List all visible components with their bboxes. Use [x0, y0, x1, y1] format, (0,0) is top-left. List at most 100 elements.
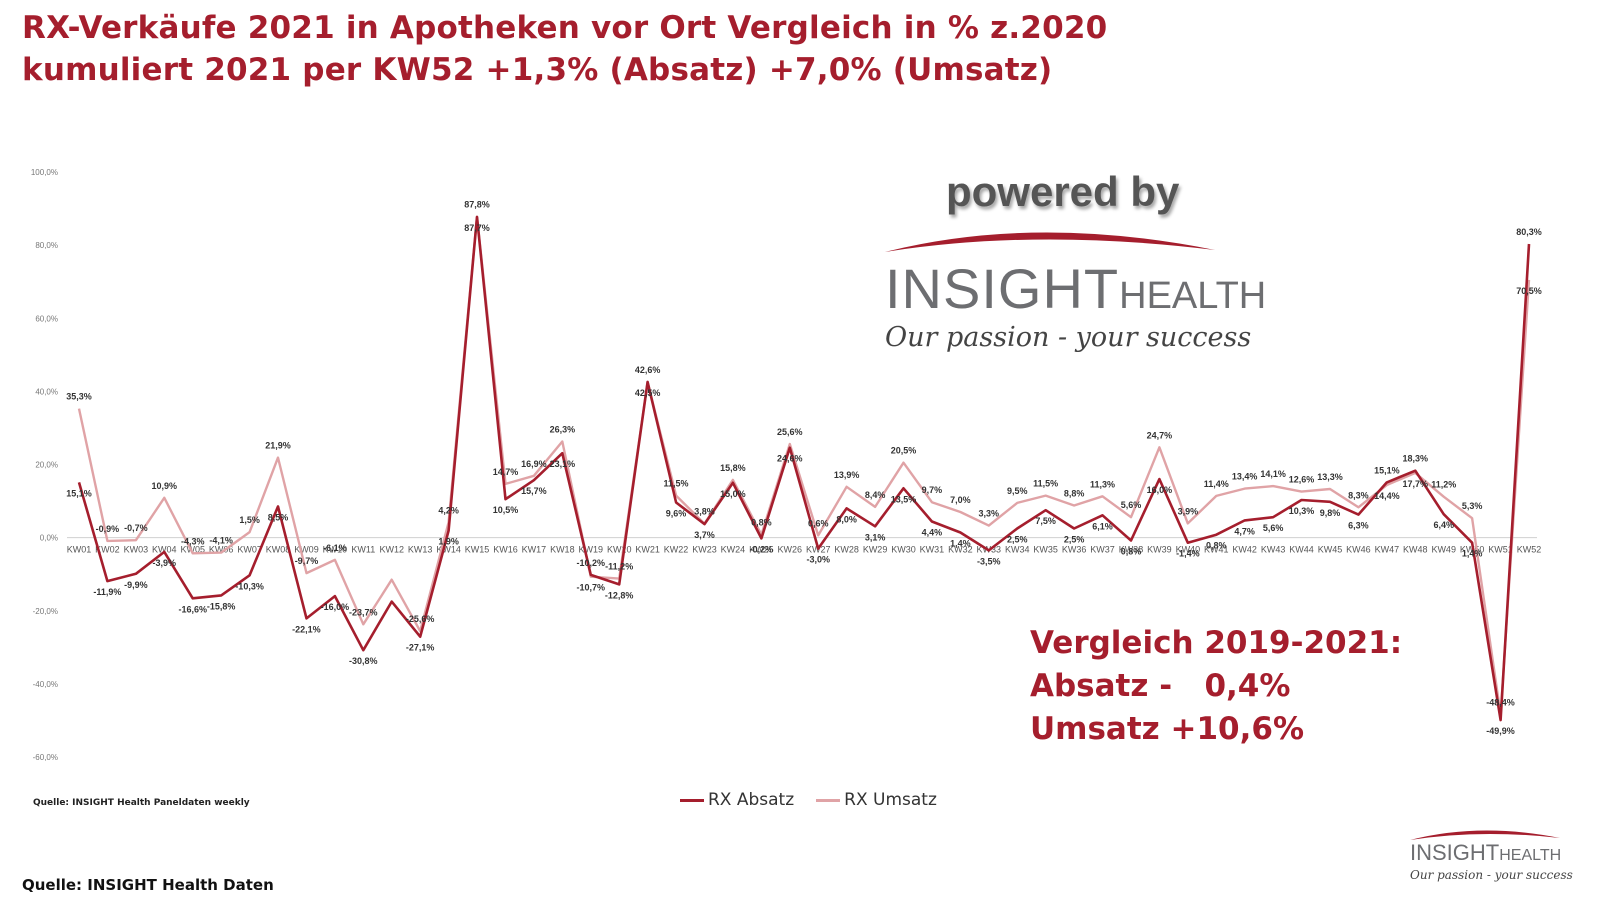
- data-label-absatz: 15,1%: [1374, 465, 1400, 475]
- logo-tagline: Our passion - your success: [885, 322, 1252, 353]
- data-label-absatz: 4,7%: [1234, 526, 1255, 536]
- data-label-umsatz: 21,9%: [265, 441, 291, 451]
- slide-source-note: Quelle: INSIGHT Health Daten: [22, 876, 274, 894]
- y-tick-label: 60,0%: [35, 314, 58, 323]
- data-label-absatz: -12,8%: [605, 590, 634, 600]
- data-label-umsatz: 3,8%: [694, 507, 715, 517]
- data-label-umsatz: 8,8%: [1064, 488, 1085, 498]
- legend-label-absatz: RX Absatz: [708, 790, 795, 810]
- series-line-absatz: [77, 215, 1531, 722]
- comparison-umsatz: Umsatz +10,6%: [1030, 711, 1305, 747]
- x-tick-label: KW40: [1176, 545, 1201, 555]
- x-tick-label: KW18: [550, 545, 575, 555]
- data-label-umsatz: 14,1%: [1260, 469, 1286, 479]
- x-tick-label: KW52: [1517, 545, 1542, 555]
- data-label-absatz: -16,0%: [321, 602, 350, 612]
- data-label-umsatz: 15,8%: [720, 463, 746, 473]
- data-label-absatz: 80,3%: [1516, 227, 1542, 237]
- x-tick-label: KW24: [721, 545, 746, 555]
- data-label-absatz: -11,9%: [93, 587, 121, 597]
- data-label-absatz: -49,9%: [1486, 726, 1515, 736]
- x-tick-label: KW38: [1119, 545, 1144, 555]
- data-label-umsatz: 3,9%: [1178, 506, 1199, 516]
- data-label-umsatz: -6,1%: [323, 543, 347, 553]
- chart-title-line2: kumuliert 2021 per KW52 +1,3% (Absatz) +…: [22, 52, 1053, 88]
- data-label-umsatz: -25,6%: [406, 614, 435, 624]
- x-tick-label: KW19: [579, 545, 604, 555]
- x-tick-label: KW20: [607, 545, 632, 555]
- y-tick-label: -40,0%: [33, 680, 58, 689]
- comparison-absatz: Absatz - 0,4%: [1030, 668, 1291, 704]
- x-tick-label: KW30: [891, 545, 916, 555]
- data-label-absatz: -1,4%: [1176, 549, 1200, 559]
- data-label-absatz: 3,7%: [694, 530, 715, 540]
- x-tick-label: KW34: [1005, 545, 1030, 555]
- data-label-absatz: 6,1%: [1092, 521, 1113, 531]
- data-label-umsatz: 11,4%: [1204, 479, 1229, 489]
- chart-legend: RX Absatz RX Umsatz: [680, 790, 937, 810]
- series-line-umsatz: [77, 215, 1531, 716]
- data-label-absatz: 9,6%: [666, 509, 687, 519]
- data-label-umsatz: 26,3%: [550, 424, 576, 434]
- data-label-absatz: -3,9%: [153, 558, 177, 568]
- x-tick-label: KW17: [522, 545, 547, 555]
- data-label-absatz: 18,3%: [1403, 454, 1429, 464]
- x-tick-label: KW39: [1147, 545, 1172, 555]
- comparison-heading: Vergleich 2019-2021:: [1030, 625, 1403, 661]
- data-label-umsatz: 8,3%: [1348, 490, 1369, 500]
- data-label-umsatz: 9,5%: [1007, 486, 1028, 496]
- x-tick-label: KW06: [209, 545, 234, 555]
- x-tick-label: KW44: [1289, 545, 1314, 555]
- data-label-absatz: 8,0%: [836, 514, 857, 524]
- data-label-umsatz: -11,2%: [605, 562, 633, 572]
- data-label-umsatz: 13,9%: [834, 470, 860, 480]
- data-label-absatz: 3,1%: [865, 532, 886, 542]
- x-tick-label: KW45: [1318, 545, 1343, 555]
- x-tick-label: KW47: [1375, 545, 1400, 555]
- x-tick-label: KW21: [635, 545, 660, 555]
- data-label-umsatz: -0,7%: [124, 523, 148, 533]
- data-label-absatz: 13,5%: [891, 494, 917, 504]
- legend-swatch-absatz: [680, 798, 704, 802]
- data-label-umsatz: -4,3%: [181, 536, 205, 546]
- data-label-umsatz: 16,9%: [521, 459, 547, 469]
- data-label-umsatz: 11,5%: [664, 479, 689, 489]
- data-label-absatz: 6,4%: [1433, 520, 1454, 530]
- data-label-absatz: 9,8%: [1320, 508, 1341, 518]
- y-tick-label: -60,0%: [33, 753, 58, 762]
- data-label-umsatz: 24,7%: [1147, 430, 1173, 440]
- x-tick-label: KW28: [834, 545, 859, 555]
- x-tick-label: KW04: [152, 545, 177, 555]
- data-label-umsatz: 35,3%: [66, 392, 92, 402]
- x-tick-label: KW48: [1403, 545, 1428, 555]
- data-label-absatz: 23,1%: [550, 459, 576, 469]
- data-label-absatz: 1,4%: [1462, 549, 1483, 559]
- data-label-absatz: 15,7%: [521, 486, 547, 496]
- logo-word-insight: INSIGHT: [885, 257, 1120, 320]
- data-label-umsatz: 0,6%: [808, 518, 829, 528]
- x-tick-label: KW25: [749, 545, 774, 555]
- y-tick-label: 80,0%: [35, 241, 58, 250]
- data-label-umsatz: -4,1%: [209, 536, 233, 546]
- data-label-absatz: 10,3%: [1289, 506, 1315, 516]
- x-tick-label: KW08: [266, 545, 291, 555]
- logo-small-wordmark: INSIGHTHEALTH: [1410, 840, 1561, 866]
- logo-small-word-health: HEALTH: [1499, 847, 1562, 864]
- x-tick-label: KW37: [1090, 545, 1115, 555]
- logo-swoosh-small-icon: [1410, 830, 1560, 840]
- data-label-umsatz: 13,3%: [1317, 472, 1343, 482]
- x-tick-label: KW41: [1204, 545, 1229, 555]
- data-label-umsatz: 12,6%: [1289, 475, 1315, 485]
- data-label-umsatz: -23,7%: [349, 607, 378, 617]
- x-tick-label: KW12: [379, 545, 404, 555]
- data-label-absatz: -0,2%: [750, 544, 774, 554]
- legend-item-absatz: RX Absatz: [680, 790, 794, 810]
- logo-word-health: HEALTH: [1119, 275, 1267, 317]
- data-label-absatz: -10,3%: [235, 581, 264, 591]
- data-label-umsatz: 3,3%: [979, 509, 1000, 519]
- data-label-absatz: -9,9%: [124, 580, 148, 590]
- data-label-umsatz: 5,3%: [1462, 501, 1483, 511]
- powered-by-label: powered by: [946, 168, 1180, 215]
- x-tick-label: KW31: [920, 545, 945, 555]
